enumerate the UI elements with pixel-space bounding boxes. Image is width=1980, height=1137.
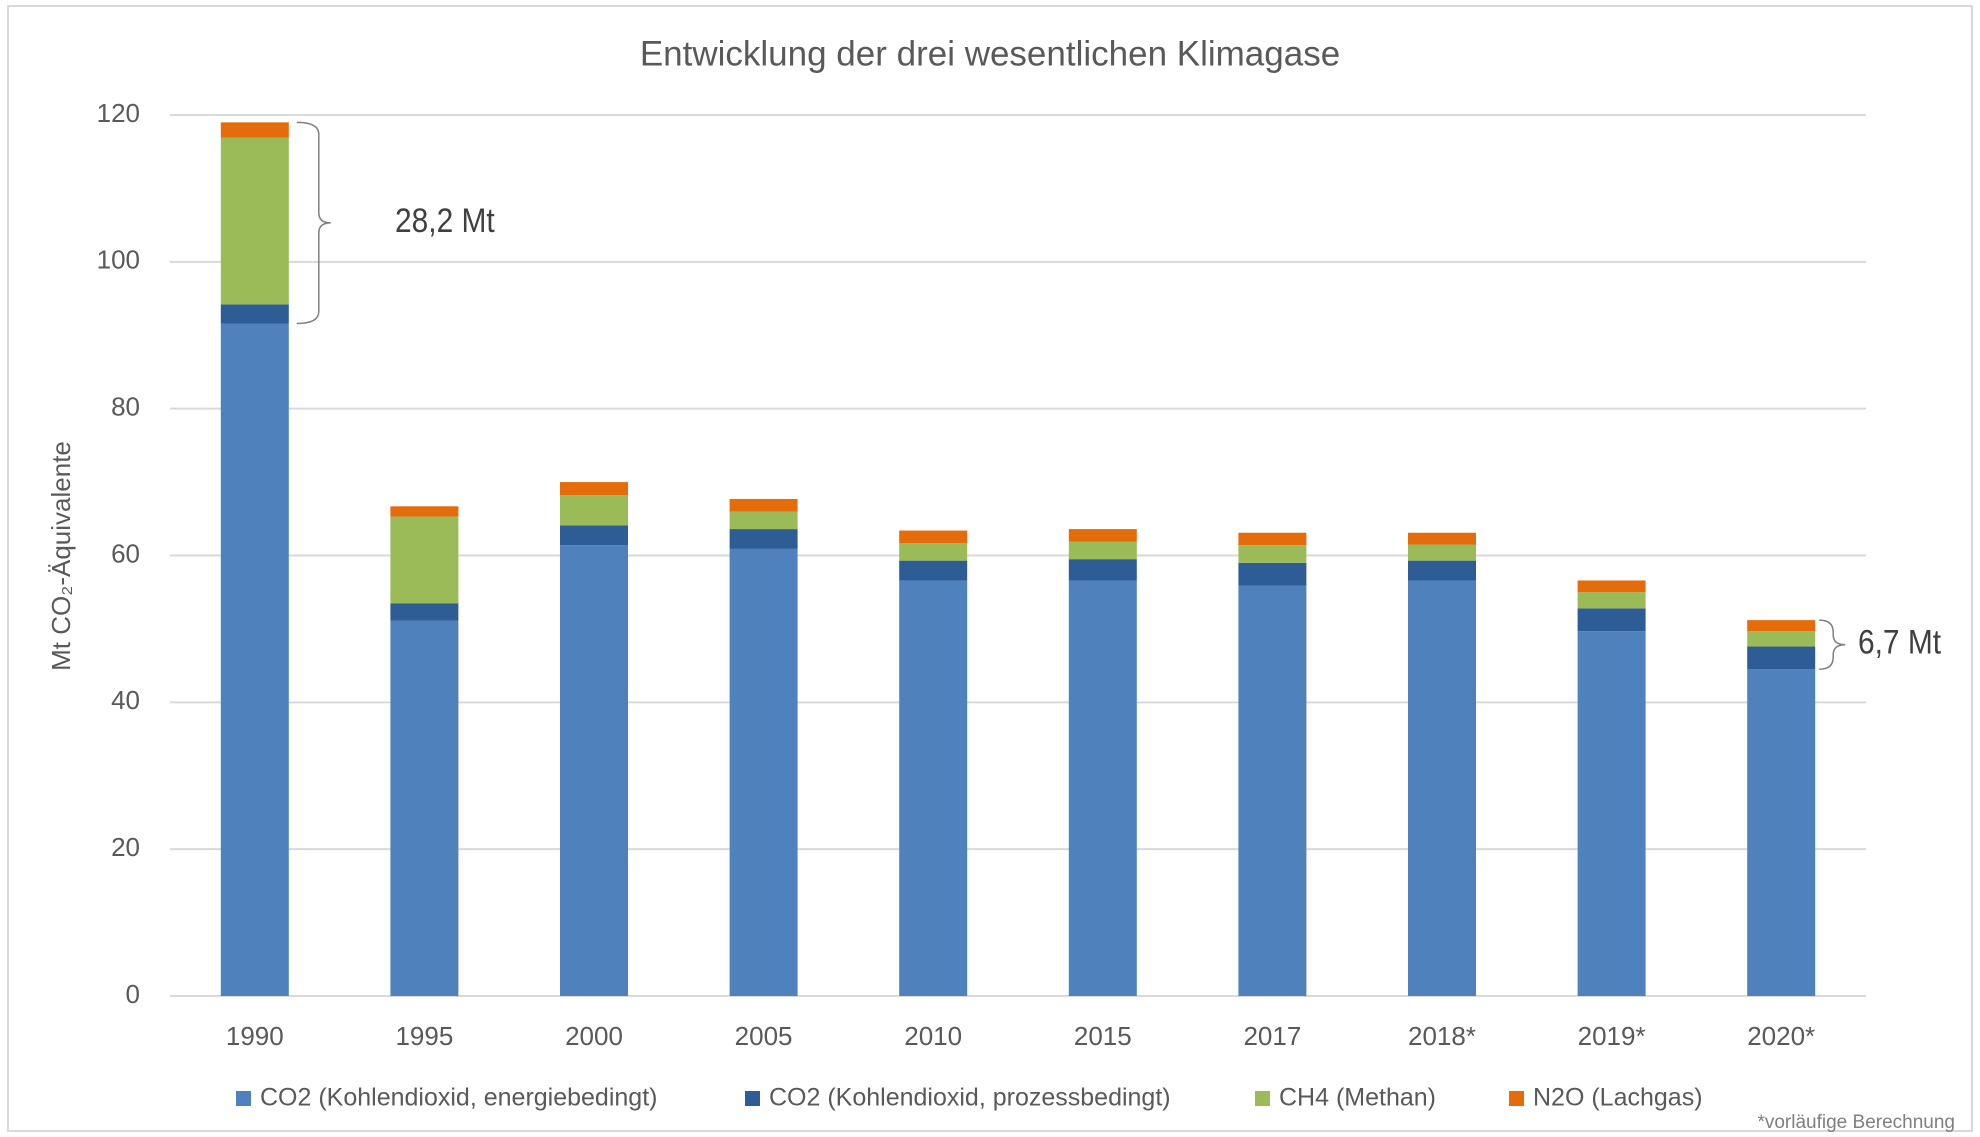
bar-segment bbox=[1408, 580, 1476, 996]
x-tick-label: 2000 bbox=[565, 1021, 623, 1051]
y-tick-label: 20 bbox=[111, 832, 140, 862]
y-tick-label: 60 bbox=[111, 538, 140, 568]
bar-segment bbox=[1577, 631, 1646, 996]
bar-segment bbox=[390, 506, 459, 517]
bar-segment bbox=[899, 530, 968, 544]
bar-segment bbox=[1408, 544, 1476, 561]
annotation-brace bbox=[296, 121, 331, 325]
bar-segment bbox=[1238, 532, 1307, 546]
bar-segment bbox=[220, 137, 289, 305]
legend-label: CO2 (Kohlendioxid, energiebedingt) bbox=[260, 1084, 657, 1112]
legend-swatch bbox=[1509, 1091, 1524, 1106]
bar-segment bbox=[1747, 669, 1816, 996]
bar-segment bbox=[899, 580, 968, 996]
bar-segment bbox=[1577, 608, 1646, 632]
bar-segment bbox=[560, 482, 628, 496]
x-tick-label: 2010 bbox=[904, 1021, 962, 1051]
legend-swatch bbox=[1255, 1091, 1270, 1106]
annotation: 28,2 Mt bbox=[395, 201, 495, 239]
bar-segment bbox=[1408, 532, 1476, 545]
bar-segment bbox=[899, 560, 968, 581]
y-tick-label: 40 bbox=[111, 685, 140, 715]
bar-segment bbox=[390, 620, 459, 996]
legend-swatch bbox=[745, 1091, 760, 1106]
annotation: 6,7 Mt bbox=[1858, 623, 1941, 661]
bar-segment bbox=[729, 498, 798, 512]
bar-segment bbox=[1238, 585, 1307, 996]
bar-segment bbox=[220, 304, 289, 324]
bar-segment bbox=[729, 529, 798, 549]
bar-segment bbox=[390, 603, 459, 621]
bar-segment bbox=[220, 323, 289, 997]
bar-segment bbox=[1068, 529, 1137, 542]
annotation-brace bbox=[1819, 619, 1846, 671]
footnote: *vorläufige Berechnung bbox=[1757, 1112, 1955, 1133]
bar-segment bbox=[1747, 631, 1816, 647]
bar-segment bbox=[1238, 545, 1307, 563]
bar-segment bbox=[1068, 559, 1137, 581]
x-tick-label: 2018* bbox=[1408, 1021, 1476, 1051]
bar-segment bbox=[1068, 580, 1137, 996]
y-tick-label: 100 bbox=[97, 245, 140, 275]
x-tick-label: 1990 bbox=[226, 1021, 284, 1051]
bar-segment bbox=[1577, 580, 1646, 593]
chart-title: Entwicklung der drei wesentlichen Klimag… bbox=[640, 34, 1340, 73]
legend-swatch bbox=[236, 1091, 251, 1106]
y-tick-label: 0 bbox=[126, 979, 140, 1009]
bar-segment bbox=[729, 511, 798, 530]
bar-segment bbox=[560, 525, 628, 546]
x-tick-label: 2017 bbox=[1243, 1021, 1301, 1051]
x-tick-label: 2020* bbox=[1747, 1021, 1815, 1051]
chart-border bbox=[7, 5, 1973, 1132]
x-tick-label: 2005 bbox=[735, 1021, 793, 1051]
bar-segment bbox=[220, 122, 289, 138]
legend-label: CO2 (Kohlendioxid, prozessbedingt) bbox=[769, 1084, 1171, 1112]
bar-segment bbox=[1068, 541, 1137, 560]
bar-segment bbox=[1238, 562, 1307, 586]
bar-segment bbox=[390, 516, 459, 604]
y-axis-label: Mt CO₂-Äquivalente bbox=[46, 441, 76, 671]
bar-segment bbox=[1408, 560, 1476, 581]
y-tick-label: 120 bbox=[97, 98, 140, 128]
bar-segment bbox=[1747, 646, 1816, 670]
legend-label: N2O (Lachgas) bbox=[1533, 1084, 1703, 1112]
bar-segment bbox=[899, 543, 968, 561]
bar-segment bbox=[1747, 620, 1816, 632]
bar-segment bbox=[560, 495, 628, 526]
y-tick-label: 80 bbox=[111, 392, 140, 422]
x-tick-label: 2019* bbox=[1578, 1021, 1646, 1051]
bar-segment bbox=[1577, 592, 1646, 609]
legend-label: CH4 (Methan) bbox=[1279, 1084, 1436, 1112]
bar-segment bbox=[560, 545, 628, 996]
x-tick-label: 2015 bbox=[1074, 1021, 1132, 1051]
bar-segment bbox=[729, 548, 798, 996]
x-tick-label: 1995 bbox=[395, 1021, 453, 1051]
